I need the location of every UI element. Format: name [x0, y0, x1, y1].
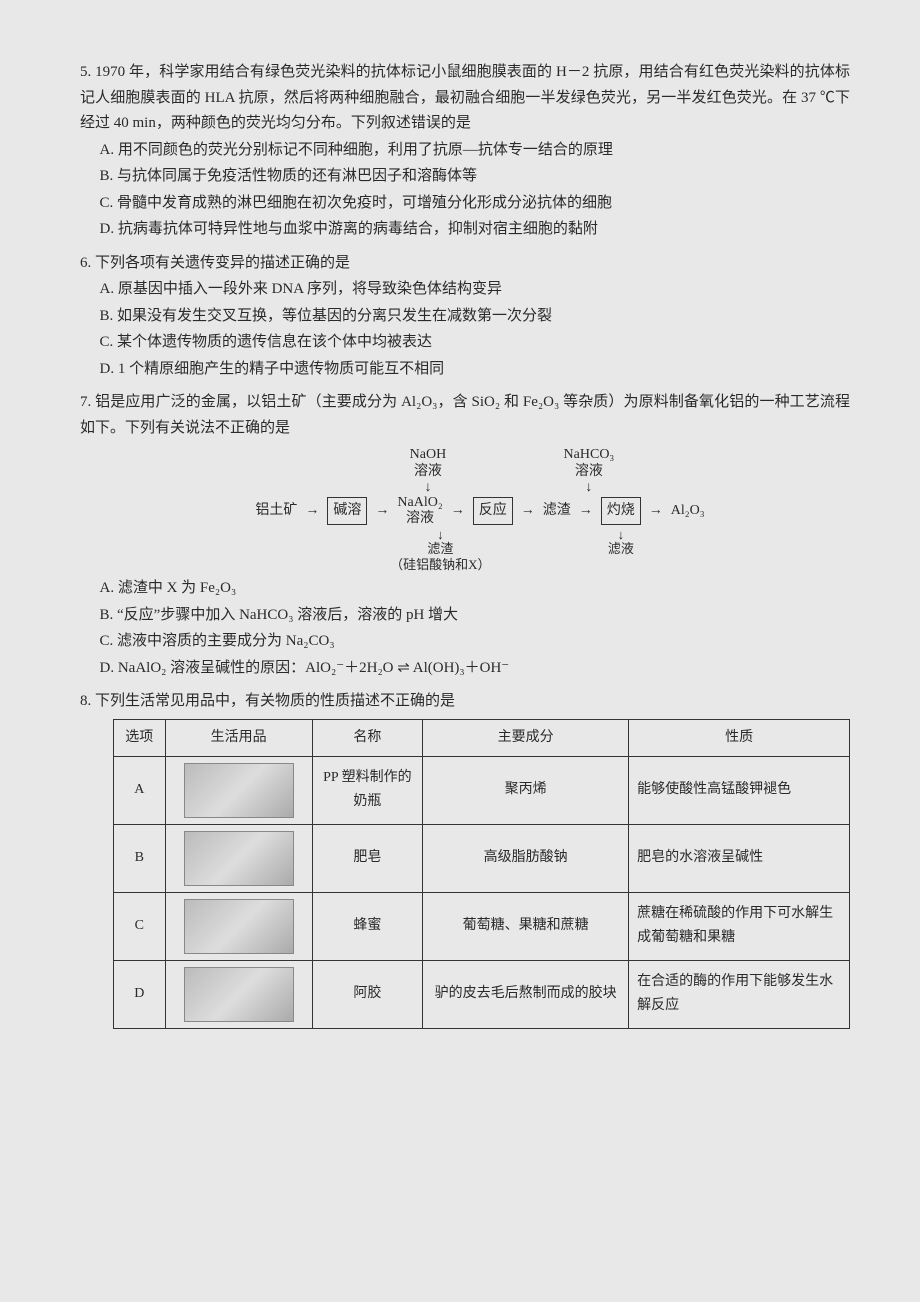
q8-d-prop: 在合适的酶的作用下能够发生水解反应 — [629, 960, 850, 1028]
q5-option-a: A. 用不同颜色的荧光分别标记不同种细胞，利用了抗原—抗体专一结合的原理 — [80, 138, 850, 164]
q8-c-name: 蜂蜜 — [312, 892, 422, 960]
question-5: 5. 1970 年，科学家用结合有绿色荧光染料的抗体标记小鼠细胞膜表面的 H－2… — [80, 60, 850, 243]
table-header-row: 选项 生活用品 名称 主要成分 性质 — [114, 719, 850, 756]
q7-option-d: D. NaAlO₂ 溶液呈碱性的原因：AlO₂⁻＋2H₂O ⇌ Al(OH)₃＋… — [80, 656, 850, 682]
q6-stem-text: 下列各项有关遗传变异的描述正确的是 — [95, 255, 350, 271]
q5-option-c: C. 骨髓中发育成熟的淋巴细胞在初次免疫时，可增殖分化形成分泌抗体的细胞 — [80, 191, 850, 217]
q8-d-comp: 驴的皮去毛后熬制而成的胶块 — [423, 960, 629, 1028]
flow-mid-top: NaAlO₂ — [397, 495, 442, 512]
q8-b-img — [165, 824, 312, 892]
q7-flow-diagram: 铝土矿→ NaOH 溶液 ↓ →NaAlO₂溶液→ NaHCO₃ 溶液 ↓ 铝土… — [80, 447, 850, 572]
question-8: 8. 下列生活常见用品中，有关物质的性质描述不正确的是 选项 生活用品 名称 主… — [80, 689, 850, 1028]
flow-filtrate: ↓ 滤液 x — [608, 528, 634, 572]
flow-res2: 滤液 — [608, 541, 634, 557]
q8-b-comp: 高级脂肪酸钠 — [423, 824, 629, 892]
arrow-right-icon: → — [649, 499, 663, 523]
q7-option-b: B. “反应”步骤中加入 NaHCO₃ 溶液后，溶液的 pH 增大 — [80, 603, 850, 629]
q8-b-prop: 肥皂的水溶液呈碱性 — [629, 824, 850, 892]
q7-stem: 7. 铝是应用广泛的金属，以铝土矿（主要成分为 Al₂O₃，含 SiO₂ 和 F… — [80, 390, 850, 441]
question-6: 6. 下列各项有关遗传变异的描述正确的是 A. 原基因中插入一段外来 DNA 序… — [80, 251, 850, 383]
q8-c-prop: 蔗糖在稀硫酸的作用下可水解生成葡萄糖和果糖 — [629, 892, 850, 960]
q5-stem: 5. 1970 年，科学家用结合有绿色荧光染料的抗体标记小鼠细胞膜表面的 H－2… — [80, 60, 850, 137]
arrow-down-icon: ↓ — [424, 481, 431, 495]
flow-start: 铝土矿 — [255, 499, 297, 523]
flow-mid: NaAlO₂ 溶液 — [397, 495, 442, 529]
q6-option-d: D. 1 个精原细胞产生的精子中遗传物质可能互不相同 — [80, 357, 850, 383]
flow-naoh-bot: 溶液 — [414, 464, 442, 481]
q7-option-c: C. 滤液中溶质的主要成分为 Na₂CO₃ — [80, 629, 850, 655]
product-image-icon — [184, 763, 294, 818]
flow-slag-2: 滤渣 — [543, 499, 571, 523]
product-image-icon — [184, 899, 294, 954]
q8-number: 8. — [80, 693, 91, 709]
q6-number: 6. — [80, 255, 91, 271]
flow-step-1: 碱溶 — [327, 497, 367, 525]
arrow-down-icon: ↓ — [585, 481, 592, 495]
flow-res1-bot: （硅铝酸钠和X） — [390, 557, 490, 573]
q8-h-opt: 选项 — [114, 719, 166, 756]
table-row: D 阿胶 驴的皮去毛后熬制而成的胶块 在合适的酶的作用下能够发生水解反应 — [114, 960, 850, 1028]
q8-h-prop: 性质 — [629, 719, 850, 756]
flow-main-row: 铝土矿 → 碱溶 → NaAlO₂ 溶液 → 反应 → 滤渣 → 灼烧 → Al… — [251, 495, 708, 529]
flow-step-2: 反应 — [473, 497, 513, 525]
q8-a-img — [165, 756, 312, 824]
arrow-right-icon: → — [305, 499, 319, 523]
q5-option-b: B. 与抗体同属于免疫活性物质的还有淋巴因子和溶酶体等 — [80, 164, 850, 190]
q8-a-name: PP 塑料制作的奶瓶 — [312, 756, 422, 824]
q8-a-opt: A — [114, 756, 166, 824]
q6-stem: 6. 下列各项有关遗传变异的描述正确的是 — [80, 251, 850, 277]
q5-number: 5. — [80, 64, 91, 80]
q6-option-a: A. 原基因中插入一段外来 DNA 序列，将导致染色体结构变异 — [80, 277, 850, 303]
flow-step-3: 灼烧 — [601, 497, 641, 525]
flow-input-naoh: NaOH 溶液 ↓ — [410, 447, 447, 495]
q8-stem-text: 下列生活常见用品中，有关物质的性质描述不正确的是 — [95, 693, 455, 709]
arrow-down-icon: ↓ — [618, 528, 625, 541]
q8-b-name: 肥皂 — [312, 824, 422, 892]
table-row: A PP 塑料制作的奶瓶 聚丙烯 能够使酸性高锰酸钾褪色 — [114, 756, 850, 824]
arrow-right-icon: → — [521, 499, 535, 523]
q8-c-img — [165, 892, 312, 960]
q8-c-opt: C — [114, 892, 166, 960]
q8-b-opt: B — [114, 824, 166, 892]
flow-residue-1: ↓ 滤渣 （硅铝酸钠和X） — [390, 528, 490, 572]
product-image-icon — [184, 967, 294, 1022]
q8-table: 选项 生活用品 名称 主要成分 性质 A PP 塑料制作的奶瓶 聚丙烯 能够使酸… — [113, 719, 850, 1029]
q5-option-d: D. 抗病毒抗体可特异性地与血浆中游离的病毒结合，抑制对宿主细胞的黏附 — [80, 217, 850, 243]
question-7: 7. 铝是应用广泛的金属，以铝土矿（主要成分为 Al₂O₃，含 SiO₂ 和 F… — [80, 390, 850, 681]
flow-mid-bot: 溶液 — [406, 511, 434, 528]
q6-option-b: B. 如果没有发生交叉互换，等位基因的分离只发生在减数第一次分裂 — [80, 304, 850, 330]
flow-nahco3-bot: 溶液 — [575, 464, 603, 481]
flow-end: Al₂O₃ — [671, 499, 705, 523]
q7-stem-text: 铝是应用广泛的金属，以铝土矿（主要成分为 Al₂O₃，含 SiO₂ 和 Fe₂O… — [80, 394, 850, 436]
product-image-icon — [184, 831, 294, 886]
q8-d-name: 阿胶 — [312, 960, 422, 1028]
arrow-down-icon: ↓ — [437, 528, 444, 541]
flow-naoh-top: NaOH — [410, 447, 447, 464]
q8-h-img: 生活用品 — [165, 719, 312, 756]
q8-c-comp: 葡萄糖、果糖和蔗糖 — [423, 892, 629, 960]
q5-stem-text: 1970 年，科学家用结合有绿色荧光染料的抗体标记小鼠细胞膜表面的 H－2 抗原… — [80, 64, 850, 131]
q8-d-opt: D — [114, 960, 166, 1028]
q7-number: 7. — [80, 394, 91, 410]
q8-stem: 8. 下列生活常见用品中，有关物质的性质描述不正确的是 — [80, 689, 850, 715]
table-row: B 肥皂 高级脂肪酸钠 肥皂的水溶液呈碱性 — [114, 824, 850, 892]
q8-a-prop: 能够使酸性高锰酸钾褪色 — [629, 756, 850, 824]
flow-input-nahco3: NaHCO₃ 溶液 ↓ — [564, 447, 615, 495]
arrow-right-icon: → — [451, 499, 465, 523]
q6-option-c: C. 某个体遗传物质的遗传信息在该个体中均被表达 — [80, 330, 850, 356]
q7-option-a: A. 滤渣中 X 为 Fe₂O₃ — [80, 576, 850, 602]
table-row: C 蜂蜜 葡萄糖、果糖和蔗糖 蔗糖在稀硫酸的作用下可水解生成葡萄糖和果糖 — [114, 892, 850, 960]
flow-res1-top: 滤渣 — [427, 541, 453, 557]
arrow-right-icon: → — [375, 499, 389, 523]
q8-h-name: 名称 — [312, 719, 422, 756]
q8-d-img — [165, 960, 312, 1028]
arrow-right-icon: → — [579, 499, 593, 523]
q8-a-comp: 聚丙烯 — [423, 756, 629, 824]
flow-nahco3-top: NaHCO₃ — [564, 447, 615, 464]
q8-h-comp: 主要成分 — [423, 719, 629, 756]
